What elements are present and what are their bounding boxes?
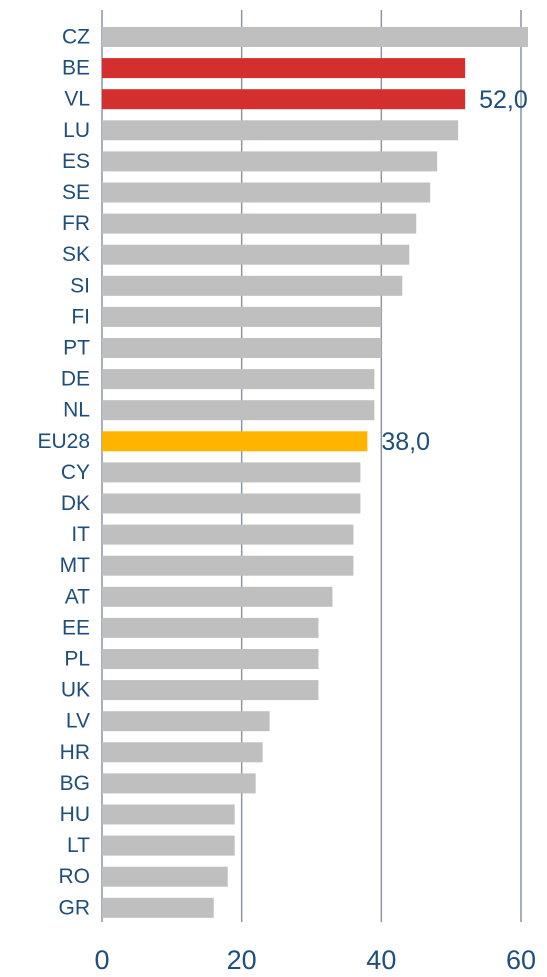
bar [102, 89, 466, 110]
bar [102, 493, 361, 514]
category-label: ES [62, 150, 90, 173]
category-label: AT [65, 585, 90, 608]
category-label: BE [62, 57, 90, 80]
bar [102, 431, 368, 452]
bar [102, 338, 382, 358]
category-label: DE [61, 368, 90, 391]
category-label: LU [63, 119, 90, 142]
bar [102, 120, 459, 141]
x-tick-label: 60 [506, 945, 536, 975]
category-label: FI [71, 305, 90, 328]
bar [102, 555, 354, 576]
bar [102, 275, 403, 296]
bar [102, 213, 417, 234]
bar [102, 866, 228, 887]
data-label: 38,0 [381, 428, 430, 456]
bar [102, 804, 235, 825]
category-label: HU [60, 803, 90, 826]
bar [102, 524, 354, 545]
category-label: PT [63, 337, 90, 360]
category-label: SE [62, 181, 90, 204]
bar [102, 400, 375, 421]
category-label: SI [70, 274, 90, 297]
category-label: VL [64, 88, 90, 111]
category-label: EU28 [37, 430, 90, 453]
category-label: NL [63, 399, 90, 422]
category-label: EE [62, 616, 90, 639]
bar [102, 306, 382, 327]
x-tick-label: 0 [94, 945, 109, 975]
x-tick-label: 20 [227, 945, 257, 975]
category-label: BG [60, 772, 90, 795]
bar [102, 742, 263, 763]
category-label: CY [61, 461, 90, 484]
bar [102, 649, 319, 669]
category-label: RO [59, 865, 91, 888]
category-label: UK [61, 679, 90, 702]
bar [102, 182, 431, 203]
category-label: PL [64, 648, 90, 671]
bar [102, 897, 214, 918]
category-label: MT [60, 554, 90, 577]
category-label: GR [59, 896, 91, 919]
bar [102, 680, 319, 701]
bar [102, 151, 438, 172]
bar [102, 58, 466, 79]
bar [102, 586, 333, 607]
data-label: 52,0 [479, 86, 528, 114]
x-tick-label: 40 [366, 945, 396, 975]
bar [102, 617, 319, 638]
bar [102, 835, 235, 856]
bar [102, 462, 361, 483]
category-label: DK [61, 492, 90, 515]
category-label: SK [62, 243, 90, 266]
category-label: CZ [62, 26, 90, 49]
bar [102, 711, 270, 732]
bar [102, 244, 410, 265]
category-label: HR [60, 741, 90, 764]
bar [102, 369, 375, 390]
bar [102, 773, 256, 794]
category-label: LV [66, 710, 90, 733]
category-label: IT [71, 523, 90, 546]
bar [102, 27, 528, 47]
category-label: FR [62, 212, 90, 235]
category-label: LT [67, 834, 90, 857]
